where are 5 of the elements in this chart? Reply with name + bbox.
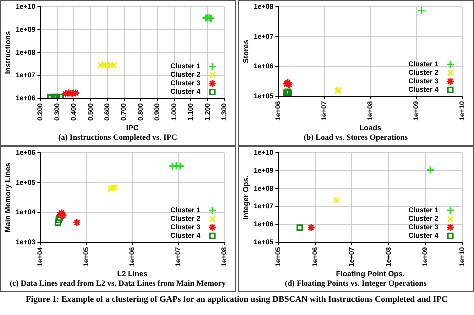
caption: Figure 1: Example of a clustering of GAPs for an application using DBSCAN with Instructions Completed and IPC [25,294,449,304]
text: (c) Data Lines read from L2 vs. Data Lines from Main Memory [9,279,227,288]
text: (b) Load vs. Stores Operations [302,133,410,142]
text: (d) Floating Points vs. Integer Operations [284,279,428,288]
text: (a) Instructions Completed vs. IPC [58,133,178,142]
